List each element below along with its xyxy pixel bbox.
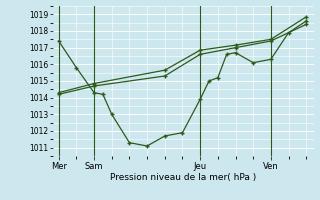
X-axis label: Pression niveau de la mer( hPa ): Pression niveau de la mer( hPa )	[110, 173, 256, 182]
